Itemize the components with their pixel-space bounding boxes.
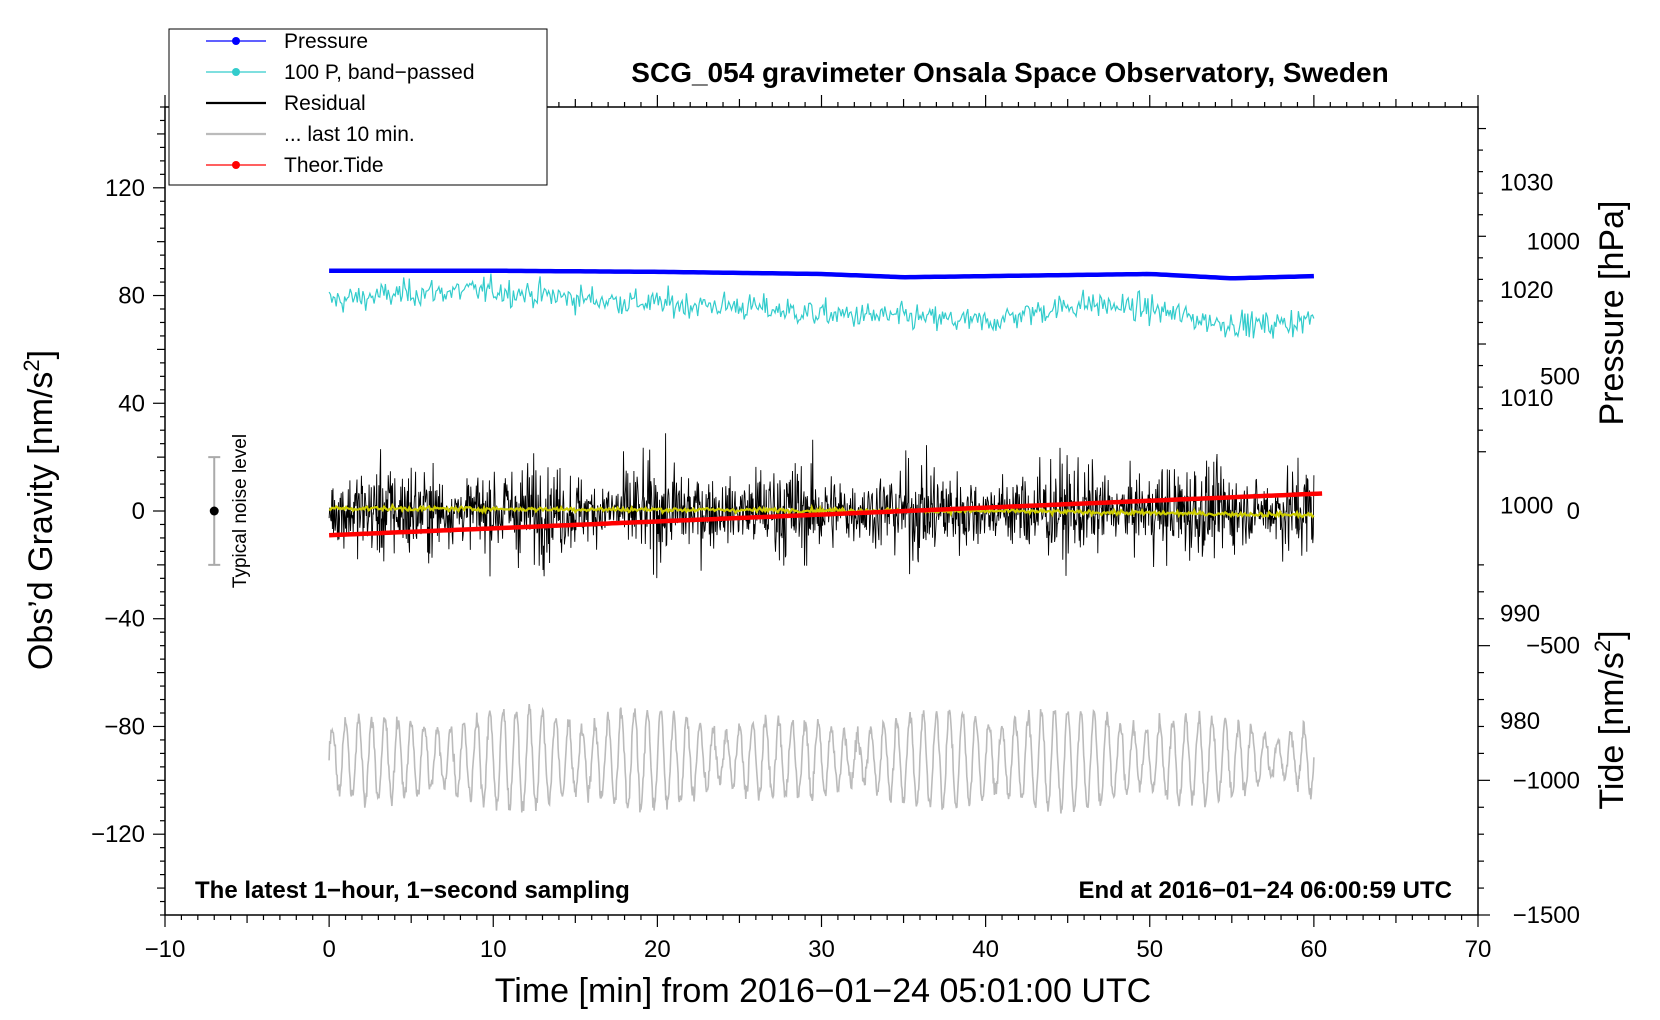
chart-title: SCG_054 gravimeter Onsala Space Observat…	[631, 57, 1388, 88]
y-tide-tick-label: −500	[1526, 633, 1580, 660]
y-tide-tick-label: −1500	[1513, 902, 1580, 929]
annotation-sampling: The latest 1−hour, 1−second sampling	[195, 877, 630, 904]
noise-label: Typical noise level	[230, 434, 251, 588]
y-left-tick-label: 0	[132, 498, 145, 525]
y-pressure-tick-label: 990	[1500, 600, 1540, 627]
legend-label: Theor.Tide	[284, 154, 384, 177]
legend-label: Pressure	[284, 30, 368, 53]
y-axis-title-left-sup: 2	[19, 359, 44, 371]
y-tide-tick-label: 500	[1540, 363, 1580, 390]
y-axis-title-left: Obs’d Gravity [nm/s2]	[19, 350, 60, 670]
y-left-tick-label: 40	[118, 390, 145, 417]
y-pressure-tick-label: 980	[1500, 708, 1540, 735]
legend-box	[168, 28, 548, 186]
series-layer	[328, 268, 1323, 814]
y-left-tick-label: −80	[104, 713, 145, 740]
legend-label: 100 P, band−passed	[284, 61, 475, 84]
series-line	[329, 491, 1323, 538]
y-axis-title-pressure: Pressure [hPa]	[1593, 201, 1631, 426]
legend: Pressure 100 P, band−passed Residual ... la…	[168, 28, 548, 186]
y-left-tick-label: −40	[104, 606, 145, 633]
x-tick-label: 10	[480, 936, 507, 963]
y-pressure-tick-label: 1000	[1500, 493, 1553, 520]
y-pressure-tick-label: 1010	[1500, 385, 1553, 412]
x-tick-label: 20	[644, 936, 671, 963]
y-tide-tick-label: −1000	[1513, 767, 1580, 794]
y-axis-title-tide-sup: 2	[1590, 640, 1615, 652]
y-pressure-tick-label: 1020	[1500, 277, 1553, 304]
y-left-tick-label: 80	[118, 283, 145, 310]
x-tick-label: 70	[1465, 936, 1492, 963]
y-tide-tick-label: 0	[1567, 498, 1580, 525]
series-line	[328, 704, 1315, 814]
y-left-tick-label: −120	[91, 821, 145, 848]
axis-ticks: −10 0 10 20 30 40 50 60 7012080400−40−80−1201030…	[91, 95, 1580, 963]
y-left-tick-label: 120	[105, 175, 145, 202]
y-axis-title-tide: Tide [nm/s2]	[1590, 630, 1631, 809]
x-tick-label: 30	[808, 936, 835, 963]
annotation-end-time: End at 2016−01−24 06:00:59 UTC	[1078, 877, 1452, 904]
x-tick-label: −10	[145, 936, 186, 963]
x-axis-title: Time [min] from 2016−01−24 05:01:00 UTC	[495, 972, 1151, 1010]
series-line	[328, 433, 1315, 579]
noise-level-indicator: Typical noise level	[208, 434, 251, 588]
x-tick-label: 60	[1301, 936, 1328, 963]
series-line	[328, 273, 1315, 339]
x-tick-label: 0	[322, 936, 335, 963]
noise-dot	[209, 506, 219, 516]
legend-label: Residual	[284, 92, 366, 115]
legend-marker	[232, 68, 240, 76]
legend-marker	[232, 37, 240, 45]
y-tide-tick-label: 1000	[1527, 229, 1580, 256]
x-tick-label: 50	[1136, 936, 1163, 963]
y-pressure-tick-label: 1030	[1500, 169, 1553, 196]
legend-marker	[232, 161, 240, 169]
x-tick-label: 40	[972, 936, 999, 963]
series-line	[329, 268, 1314, 281]
legend-label: ... last 10 min.	[284, 123, 415, 146]
